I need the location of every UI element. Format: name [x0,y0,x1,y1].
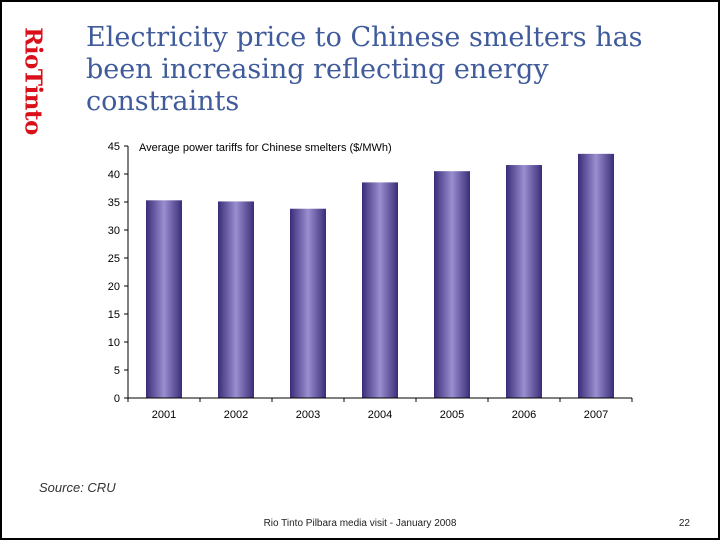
chart-title: Average power tariffs for Chinese smelte… [139,142,392,154]
x-tick-label: 2006 [512,409,536,421]
bar-2002 [218,201,254,398]
bars [146,153,614,398]
bar-2005 [434,171,470,398]
y-axis-ticks: 0 5 10 15 20 25 30 35 40 45 [108,141,128,405]
x-tick-label: 2005 [440,409,464,421]
y-tick-label: 0 [114,393,120,405]
bar-2001 [146,200,182,398]
y-tick-label: 45 [108,141,120,153]
y-tick-label: 5 [114,365,120,377]
bar-2007 [578,153,614,398]
bar-2004 [362,182,398,398]
x-tick-label: 2001 [152,409,176,421]
bar-2006 [506,165,542,398]
y-tick-label: 10 [108,337,120,349]
y-tick-label: 35 [108,197,120,209]
y-tick-label: 30 [108,225,120,237]
y-tick-label: 40 [108,169,120,181]
x-tick-label: 2004 [368,409,392,421]
bar-2003 [290,208,326,398]
x-axis-labels: 2001 2002 2003 2004 2005 2006 2007 [127,398,633,421]
y-tick-label: 15 [108,309,120,321]
source-note: Source: CRU [39,480,116,495]
y-tick-label: 25 [108,253,120,265]
footer-text: Rio Tinto Pilbara media visit - January … [263,518,457,529]
slide-title: Electricity price to Chinese smelters ha… [86,22,643,117]
x-tick-label: 2003 [296,409,320,421]
x-tick-label: 2002 [224,409,248,421]
page-number: 22 [678,518,690,529]
x-tick-label: 2007 [584,409,608,421]
y-tick-label: 20 [108,281,120,293]
